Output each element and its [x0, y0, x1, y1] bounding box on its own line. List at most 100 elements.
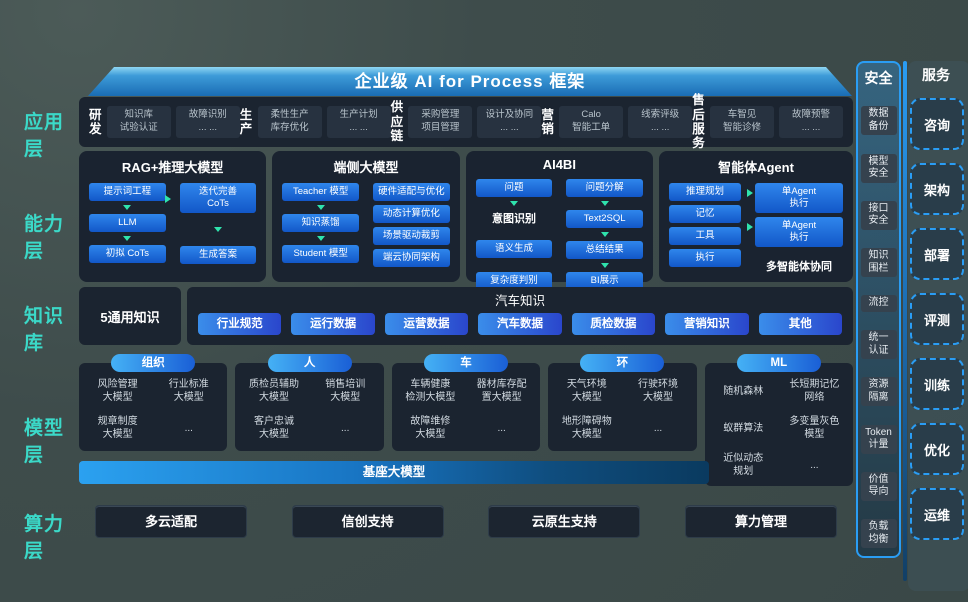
app-group-production: 生产 柔性生产 库存优化 生产计划 ... ...	[240, 106, 391, 138]
model-group-environment: 环 天气环境 大模型 行驶环境 大模型 地形障碍物 大模型 ...	[548, 354, 697, 451]
service-title: 服务	[922, 67, 950, 83]
service-column: 服务 咨询 架构 部署 评测 训练 优化 运维	[908, 61, 968, 591]
agent-node-single-agent-2: 单Agent 执行	[754, 216, 843, 247]
compute-item-multicloud: 多云适配	[95, 505, 247, 538]
model-item: 质检员辅助 大模型	[249, 379, 299, 403]
application-layer-row: 研发 知识库 试验认证 故障识别 ... ... 生产 柔性生产 库存优化 生产…	[79, 93, 853, 150]
arrow-down-icon	[509, 200, 518, 206]
security-item: 模型 安全	[860, 153, 897, 183]
app-item: 知识库 试验认证	[106, 106, 171, 138]
compute-item-cloudnative: 云原生支持	[488, 505, 641, 538]
base-model-bar: 基座大模型	[79, 461, 709, 484]
service-item-operations: 运维	[910, 488, 964, 540]
ai4bi-node-semantic: 语义生成	[475, 239, 553, 258]
app-group-name: 供应 链	[390, 100, 404, 144]
knowledge-pill: 营销知识	[665, 313, 749, 335]
model-group-organization: 组织 风险管理 大模型 行业标准 大模型 规章制度 大模型 ...	[79, 354, 228, 451]
arrow-right-icon	[165, 195, 171, 203]
agent-node-memory: 记忆	[668, 204, 741, 223]
ai4bi-node-text2sql: Text2SQL	[566, 209, 643, 228]
app-group-marketing: 营销 Calo 智能工单 线索评级 ... ...	[541, 106, 693, 138]
model-item: ...	[653, 422, 663, 434]
model-group-tag: 组织	[111, 354, 196, 372]
app-item: 车智见 智能诊修	[709, 106, 774, 138]
security-item: 统一 认证	[860, 330, 897, 359]
edge-node-teacher: Teacher 模型	[282, 183, 359, 201]
model-item: 近似动态 规划	[723, 453, 764, 477]
arrow-down-icon	[316, 204, 325, 210]
model-item: 车辆健康 检测大模型	[405, 379, 456, 403]
arrow-right-icon	[746, 189, 753, 197]
app-group-rnd: 研发 知识库 试验认证 故障识别 ... ...	[89, 106, 240, 138]
security-column: 安全 数据 备份 模型 安全 接口 安全 知识 围栏 流控 统一 认证 资源 隔…	[856, 61, 901, 558]
compute-item-xinchuang: 信创支持	[291, 505, 444, 538]
panel-rag: RAG+推理大模型 提示词工程 LLM 初拟 CoTs 迭代完善 CoTs 生成…	[79, 151, 267, 282]
arrow-down-icon	[600, 200, 609, 206]
rag-node-prompt: 提示词工程	[89, 183, 166, 201]
app-group-name: 研发	[89, 107, 102, 136]
service-item-optimization: 优化	[910, 423, 964, 475]
panel-edge-model: 端侧大模型 Teacher 模型 知识蒸馏 Student 模型 硬件适配与优化…	[272, 151, 460, 282]
model-item: 风险管理 大模型	[97, 379, 138, 403]
edge-node-distill: 知识蒸馏	[282, 213, 359, 232]
model-item: ...	[497, 422, 506, 434]
ai4bi-node-complexity: 复杂度判别	[475, 271, 553, 290]
panel-title: AI4BI	[542, 157, 576, 172]
panel-title: RAG+推理大模型	[121, 160, 224, 175]
layer-label-capability: 能力层	[24, 214, 65, 262]
arrow-down-icon	[214, 226, 222, 232]
security-item: 数据 备份	[860, 106, 897, 136]
service-item-deployment: 部署	[910, 228, 964, 280]
rag-node-llm: LLM	[89, 213, 166, 232]
model-item: 地形障碍物 大模型	[561, 416, 612, 440]
rag-node-answer: 生成答案	[179, 245, 257, 264]
model-item: 故障维修 大模型	[410, 416, 451, 440]
service-item-training: 训练	[910, 358, 964, 410]
model-item: 长短期记忆 网络	[789, 379, 840, 403]
security-title: 安全	[864, 70, 893, 86]
layer-label-knowledge: 知识库	[24, 306, 65, 354]
app-item: 采购管理 项目管理	[408, 106, 473, 138]
model-item: ...	[810, 459, 819, 471]
knowledge-pill: 质检数据	[571, 313, 656, 335]
security-item: 负载 均衡	[860, 519, 897, 548]
ai4bi-node-intent: 意图识别	[491, 212, 536, 225]
model-group-tag: ML	[736, 354, 821, 372]
model-item: 行驶环境 大模型	[638, 379, 679, 403]
model-item: 行业标准 大模型	[168, 379, 209, 403]
app-item: 柔性生产 库存优化	[257, 106, 322, 138]
arrow-down-icon	[600, 262, 609, 268]
panel-agent: 智能体Agent 推理规划 记忆 工具 执行 单Agent 执行 单Agent …	[658, 151, 853, 282]
edge-node-hardware: 硬件适配与优化	[373, 183, 450, 201]
knowledge-auto-title: 汽车知识	[494, 294, 545, 308]
edge-node-dynamic-compute: 动态计算优化	[373, 204, 450, 223]
model-item: ...	[341, 422, 350, 434]
model-group-person: 人 质检员辅助 大模型 销售培训 大模型 客户忠诚 大模型 ...	[235, 354, 384, 451]
app-group-supply-chain: 供应 链 采购管理 项目管理 设计及协同 ... ...	[391, 100, 542, 143]
model-group-ml: ML 随机森林 长短期记忆 网络 蚁群算法 多变量灰色 模型 近似动态 规划 .…	[704, 354, 854, 486]
ai4bi-node-decompose: 问题分解	[566, 179, 643, 197]
compute-layer-row: 多云适配 信创支持 云原生支持 算力管理	[79, 505, 853, 538]
knowledge-pill: 其他	[758, 313, 842, 335]
app-item: Calo 智能工单	[559, 106, 624, 138]
arrow-down-icon	[123, 204, 132, 210]
agent-node-execute: 执行	[668, 248, 741, 267]
arrow-down-icon	[600, 231, 609, 237]
model-layer-row: 组织 风险管理 大模型 行业标准 大模型 规章制度 大模型 ... 人 质检员辅…	[79, 354, 854, 486]
model-group-vehicle: 车 车辆健康 检测大模型 器材库存配 置大模型 故障维修 大模型 ...	[391, 354, 541, 451]
model-item: 规章制度 大模型	[97, 416, 138, 440]
model-item: 天气环境 大模型	[566, 379, 607, 403]
model-item: 客户忠诚 大模型	[254, 416, 294, 440]
agent-node-single-agent-1: 单Agent 执行	[754, 183, 843, 213]
knowledge-general-box: 5通用知识	[79, 287, 181, 345]
panel-title: 端侧大模型	[333, 160, 399, 175]
panel-ai4bi: AI4BI 问题 意图识别 语义生成 复杂度判别 问题分解 Text2SQL 总…	[465, 151, 653, 290]
edge-node-student: Student 模型	[282, 244, 359, 263]
banner-title: 企业级 AI for Process 框架	[88, 67, 852, 96]
arrow-down-icon	[123, 235, 132, 241]
compute-item-management: 算力管理	[684, 505, 837, 538]
agent-multi-agent-note: 多智能体协同	[765, 260, 832, 273]
app-group-name: 营销	[541, 107, 554, 136]
ai4bi-node-bi-display: BI展示	[566, 271, 643, 290]
